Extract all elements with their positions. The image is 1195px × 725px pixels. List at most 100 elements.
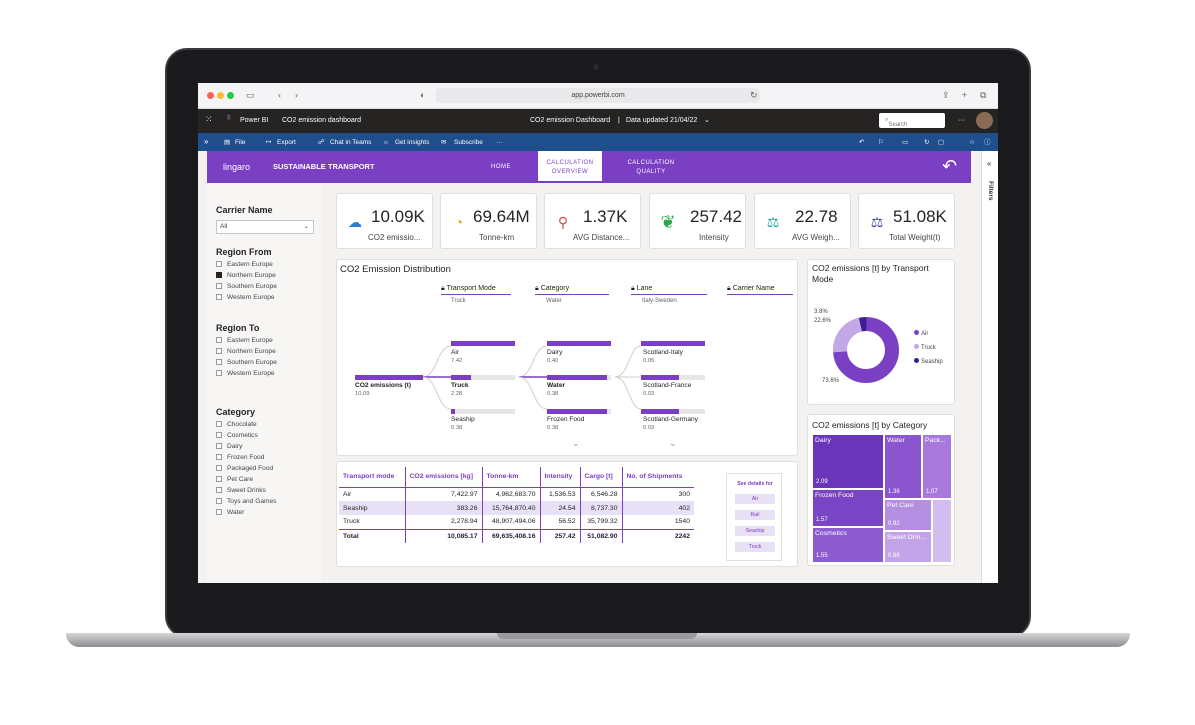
node-bar-air[interactable] <box>451 341 515 346</box>
export-menu[interactable]: Export <box>277 139 296 146</box>
kpi-card-total-weight[interactable]: ⚖ 51.08K Total Weight(t) <box>858 193 955 249</box>
donut-card[interactable]: CO2 emissions [t] by Transport Mode 3.8%… <box>807 259 955 405</box>
see-details-air-button[interactable]: Air <box>735 494 775 504</box>
category-item[interactable]: Pet Care <box>216 475 253 485</box>
minimize-window-button[interactable] <box>217 92 224 99</box>
legend-item-truck[interactable]: Truck <box>914 344 936 352</box>
category-item[interactable]: Frozen Food <box>216 453 264 463</box>
close-window-button[interactable] <box>207 92 214 99</box>
chevron-down-icon[interactable]: ⌄ <box>669 438 677 448</box>
checkbox[interactable] <box>216 283 222 289</box>
node-bar-scotland-italy[interactable] <box>641 341 705 346</box>
node-bar-truck[interactable] <box>451 375 471 380</box>
region-from-item[interactable]: Southern Europe <box>216 282 277 292</box>
new-tab-icon[interactable]: + <box>962 90 968 100</box>
region-from-item[interactable]: Northern Europe <box>216 271 276 281</box>
tree-level-lane[interactable]: 🔒︎ Lane <box>631 284 707 295</box>
collapse-icon[interactable]: « <box>987 159 992 168</box>
url-bar[interactable]: app.powerbi.com <box>436 88 760 103</box>
treemap-cell-frozen-food[interactable]: Frozen Food 1.57 <box>812 489 884 527</box>
region-from-item[interactable]: Western Europe <box>216 293 275 303</box>
checkbox[interactable] <box>216 465 222 471</box>
kpi-card-co2[interactable]: ☁ 10.09K CO2 emissio... <box>336 193 433 249</box>
see-details-truck-button[interactable]: Truck <box>735 542 775 552</box>
avatar[interactable] <box>976 112 993 129</box>
category-item[interactable]: Toys and Games <box>216 497 276 507</box>
checkbox[interactable] <box>216 487 222 493</box>
kpi-card-avg-weight[interactable]: ⚖ 22.78 AVG Weigh... <box>754 193 851 249</box>
reload-icon[interactable]: ↻ <box>750 90 758 100</box>
checkbox[interactable] <box>216 294 222 300</box>
tabs-overview-icon[interactable]: ⧉ <box>980 90 987 100</box>
checkbox[interactable] <box>216 337 222 343</box>
donut-slice-truck[interactable] <box>833 317 863 353</box>
treemap-cell-small[interactable] <box>932 499 952 563</box>
chevron-down-icon[interactable]: ⌄ <box>704 117 710 124</box>
app-launcher-icon[interactable]: ⁙ <box>205 114 213 124</box>
kpi-card-tonne-km[interactable]: ◔ 69.64M Tonne-km <box>440 193 537 249</box>
region-to-item[interactable]: Eastern Europe <box>216 336 273 346</box>
decomposition-tree[interactable]: CO2 Emission Distribution 🔒︎ Transport M… <box>336 259 798 456</box>
tree-level-category[interactable]: 🔒︎ Category <box>535 284 609 295</box>
reset-icon[interactable]: ↶ <box>859 139 865 146</box>
col-header[interactable]: No. of Shipments <box>622 467 694 488</box>
legend-item-seaship[interactable]: Seaship <box>914 358 943 366</box>
data-updated[interactable]: Data updated 21/04/22 <box>626 117 698 124</box>
category-item[interactable]: Sweet Drinks <box>216 486 266 496</box>
donut-slice-air[interactable] <box>833 317 899 383</box>
node-bar-dairy[interactable] <box>547 341 611 346</box>
checkbox[interactable] <box>216 454 222 460</box>
share-icon[interactable]: ⇪ <box>942 90 950 100</box>
checkbox[interactable] <box>216 370 222 376</box>
zoom-window-button[interactable] <box>227 92 234 99</box>
view-icon[interactable]: ▭ <box>902 139 909 146</box>
checkbox[interactable] <box>216 509 222 515</box>
category-item[interactable]: Packaged Food <box>216 464 273 474</box>
donut-chart[interactable] <box>808 260 956 406</box>
region-from-item[interactable]: Eastern Europe <box>216 260 273 270</box>
kpi-card-intensity[interactable]: ❦ 257.42 Intensity <box>649 193 746 249</box>
chevron-down-icon[interactable]: ⌄ <box>572 438 580 448</box>
comment-icon[interactable]: ▢ <box>938 139 945 146</box>
node-bar-scotland-germany[interactable] <box>641 409 679 414</box>
tree-level-transport-mode[interactable]: 🔒︎ Transport Mode <box>441 284 511 295</box>
checkbox[interactable] <box>216 476 222 482</box>
col-header[interactable]: CO2 emissions [kg] <box>405 467 483 488</box>
category-item[interactable]: Chocolate <box>216 420 257 430</box>
table-total-row[interactable]: Total 10,085.17 69,635,408.16 257.42 51,… <box>339 528 694 543</box>
search-input[interactable]: ⌕ Search <box>879 113 945 128</box>
category-item[interactable]: Dairy <box>216 442 242 452</box>
checkbox[interactable] <box>216 498 222 504</box>
checkbox[interactable] <box>216 432 222 438</box>
treemap-cell-water[interactable]: Water 1.36 <box>884 434 922 499</box>
checkbox[interactable] <box>216 348 222 354</box>
category-item[interactable]: Cosmetics <box>216 431 258 441</box>
see-details-seaship-button[interactable]: Seaship <box>735 526 775 536</box>
get-insights-button[interactable]: Get insights <box>395 139 430 146</box>
treemap-cell-dairy[interactable]: Dairy 2.09 <box>812 434 884 489</box>
treemap-cell-cosmetics[interactable]: Cosmetics 1.55 <box>812 527 884 563</box>
node-bar-frozen-food[interactable] <box>547 409 607 414</box>
region-to-item[interactable]: Western Europe <box>216 369 275 379</box>
file-menu[interactable]: File <box>235 139 246 146</box>
chat-teams-button[interactable]: Chat in Teams <box>330 139 372 146</box>
node-bar-scotland-france[interactable] <box>641 375 679 380</box>
col-header[interactable]: Intensity <box>540 467 581 488</box>
favorite-icon[interactable]: ☆ <box>969 139 975 146</box>
table-row[interactable]: Seaship 383.26 15,764,870.40 24.54 8,737… <box>339 501 694 515</box>
tree-level-carrier[interactable]: 🔒︎ Carrier Name <box>727 284 793 295</box>
col-header[interactable]: Cargo [t] <box>580 467 623 488</box>
treemap-cell-packaged[interactable]: Pack... 1.07 <box>922 434 952 499</box>
info-icon[interactable]: ⓘ <box>984 139 991 146</box>
carrier-dropdown[interactable]: All ⌄ <box>216 220 314 234</box>
forward-icon[interactable]: › <box>295 90 298 100</box>
filters-pane[interactable]: « Filters <box>981 151 998 583</box>
table-row[interactable]: Air 7,422.97 4,962,683.70 1,536.53 6,546… <box>339 487 694 501</box>
checkbox[interactable] <box>216 421 222 427</box>
node-bar-seaship[interactable] <box>451 409 455 414</box>
more-actions-button[interactable]: ··· <box>496 139 503 146</box>
treemap-cell-pet-care[interactable]: Pet Care 0.92 <box>884 499 932 531</box>
legend-item-air[interactable]: Air <box>914 330 928 338</box>
expand-nav-icon[interactable]: » <box>204 137 209 146</box>
checkbox[interactable] <box>216 261 222 267</box>
